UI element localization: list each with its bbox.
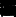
Text: 100: 100 [0,0,13,13]
Text: 112: 112 [3,0,16,14]
Text: 201: 201 [3,0,16,14]
Text: ZnO-S-Li: ZnO-S-Li [3,0,16,12]
Text: 103: 103 [2,0,16,14]
Text: 101: 101 [0,0,14,12]
Text: 002: 002 [0,0,14,13]
Text: ZnO-S-Na: ZnO-S-Na [3,0,16,8]
Text: 200: 200 [3,0,16,14]
Text: ZnO-S-K: ZnO-S-K [3,0,16,5]
Text: 102: 102 [0,0,16,14]
Text: 110: 110 [1,0,16,13]
Text: 202: 202 [5,0,16,14]
Text: ZnO-S: ZnO-S [3,0,16,15]
